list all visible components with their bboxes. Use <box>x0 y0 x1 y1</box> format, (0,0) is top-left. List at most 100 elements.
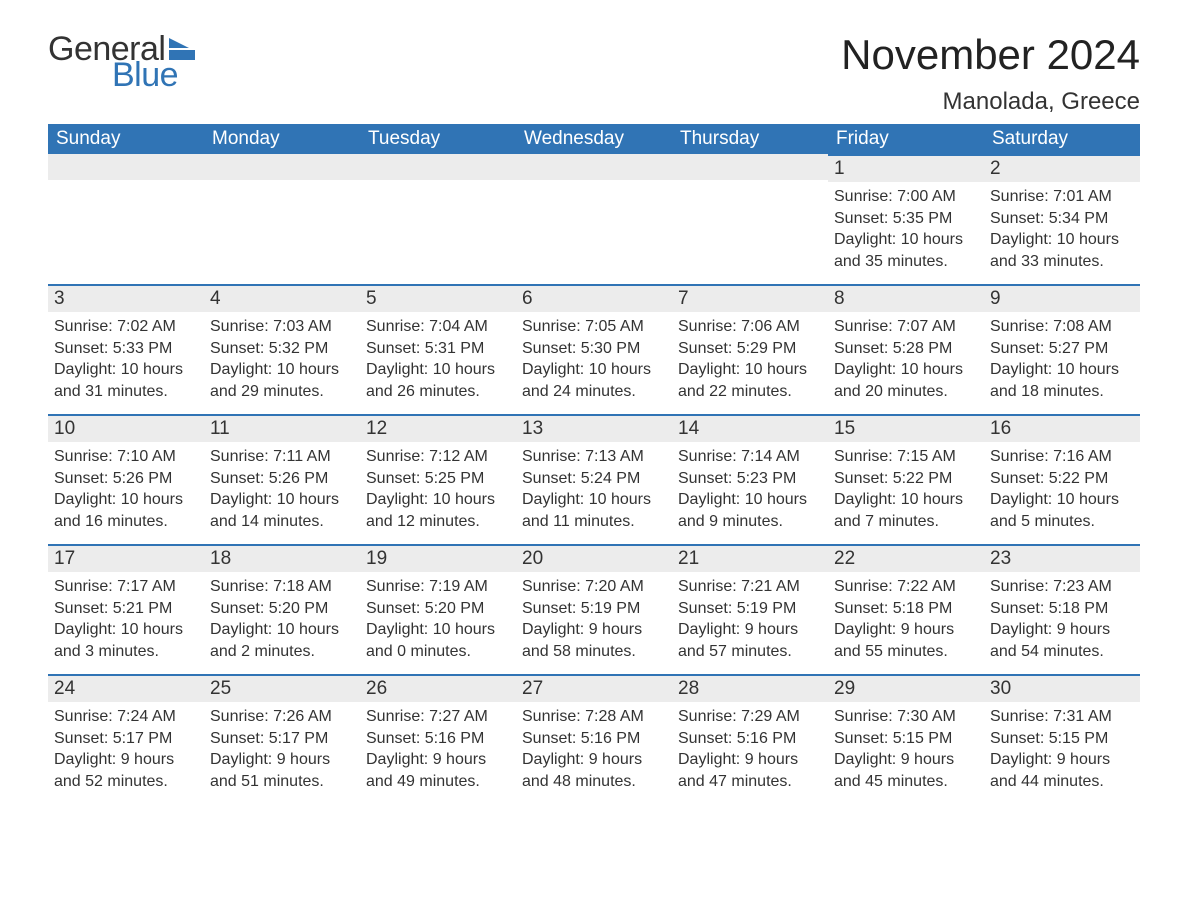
calendar-day: 2Sunrise: 7:01 AMSunset: 5:34 PMDaylight… <box>984 154 1140 284</box>
calendar-day: 1Sunrise: 7:00 AMSunset: 5:35 PMDaylight… <box>828 154 984 284</box>
daylight-line: Daylight: 10 hours and 31 minutes. <box>54 359 198 402</box>
sunrise-value: 7:27 AM <box>429 708 488 725</box>
sunset-value: 5:23 PM <box>737 470 797 487</box>
sunset-line: Sunset: 5:21 PM <box>54 598 198 620</box>
calendar-header-row: SundayMondayTuesdayWednesdayThursdayFrid… <box>48 124 1140 154</box>
sunrise-value: 7:04 AM <box>429 318 488 335</box>
day-cell: 6Sunrise: 7:05 AMSunset: 5:30 PMDaylight… <box>516 284 672 412</box>
sunrise-value: 7:08 AM <box>1053 318 1112 335</box>
day-details: Sunrise: 7:29 AMSunset: 5:16 PMDaylight:… <box>672 702 828 802</box>
sunrise-line: Sunrise: 7:24 AM <box>54 706 198 728</box>
day-cell: 10Sunrise: 7:10 AMSunset: 5:26 PMDayligh… <box>48 414 204 542</box>
day-details: Sunrise: 7:00 AMSunset: 5:35 PMDaylight:… <box>828 182 984 282</box>
calendar-day: 30Sunrise: 7:31 AMSunset: 5:15 PMDayligh… <box>984 674 1140 804</box>
day-number: 16 <box>984 416 1140 442</box>
daylight-line: Daylight: 10 hours and 24 minutes. <box>522 359 666 402</box>
sunrise-value: 7:23 AM <box>1053 578 1112 595</box>
calendar-day: 5Sunrise: 7:04 AMSunset: 5:31 PMDaylight… <box>360 284 516 414</box>
day-cell: 24Sunrise: 7:24 AMSunset: 5:17 PMDayligh… <box>48 674 204 802</box>
sunset-value: 5:16 PM <box>425 730 485 747</box>
sunrise-value: 7:16 AM <box>1053 448 1112 465</box>
day-details: Sunrise: 7:02 AMSunset: 5:33 PMDaylight:… <box>48 312 204 412</box>
day-header: Sunday <box>48 124 204 154</box>
day-number: 22 <box>828 546 984 572</box>
sunrise-value: 7:12 AM <box>429 448 488 465</box>
day-details: Sunrise: 7:27 AMSunset: 5:16 PMDaylight:… <box>360 702 516 802</box>
sunset-line: Sunset: 5:26 PM <box>54 468 198 490</box>
day-cell: 23Sunrise: 7:23 AMSunset: 5:18 PMDayligh… <box>984 544 1140 672</box>
daylight-line: Daylight: 10 hours and 20 minutes. <box>834 359 978 402</box>
calendar-day: 15Sunrise: 7:15 AMSunset: 5:22 PMDayligh… <box>828 414 984 544</box>
calendar-week: 10Sunrise: 7:10 AMSunset: 5:26 PMDayligh… <box>48 414 1140 544</box>
day-number: 23 <box>984 546 1140 572</box>
calendar-empty <box>48 154 204 284</box>
sunset-value: 5:15 PM <box>893 730 953 747</box>
calendar-day: 16 Sunrise: 7:16 AMSunset: 5:22 PMDayligh… <box>984 414 1140 544</box>
sunset-line: Sunset: 5:25 PM <box>366 468 510 490</box>
calendar-day: 4Sunrise: 7:03 AMSunset: 5:32 PMDaylight… <box>204 284 360 414</box>
day-details: Sunrise: 7:05 AMSunset: 5:30 PMDaylight:… <box>516 312 672 412</box>
sunrise-value: 7:29 AM <box>741 708 800 725</box>
daylight-line: Daylight: 9 hours and 58 minutes. <box>522 619 666 662</box>
sunrise-value: 7:30 AM <box>897 708 956 725</box>
sunrise-line: Sunrise: 7:10 AM <box>54 446 198 468</box>
sunrise-line: Sunrise: 7:28 AM <box>522 706 666 728</box>
sunset-line: Sunset: 5:35 PM <box>834 208 978 230</box>
sunset-line: Sunset: 5:22 PM <box>990 468 1134 490</box>
daylight-line: Daylight: 10 hours and 11 minutes. <box>522 489 666 532</box>
day-cell: 2Sunrise: 7:01 AMSunset: 5:34 PMDaylight… <box>984 154 1140 282</box>
daylight-line: Daylight: 10 hours and 12 minutes. <box>366 489 510 532</box>
day-details: Sunrise: 7:08 AMSunset: 5:27 PMDaylight:… <box>984 312 1140 412</box>
sunrise-line: Sunrise: 7:29 AM <box>678 706 822 728</box>
day-number: 8 <box>828 286 984 312</box>
sunrise-line: Sunrise: 7:16 AM <box>990 446 1134 468</box>
sunrise-value: 7:20 AM <box>585 578 644 595</box>
day-cell: 16 Sunrise: 7:16 AMSunset: 5:22 PMDayligh… <box>984 414 1140 542</box>
logo: General Blue <box>48 32 203 92</box>
sunset-value: 5:18 PM <box>1049 600 1109 617</box>
sunrise-line: Sunrise: 7:23 AM <box>990 576 1134 598</box>
day-number: 3 <box>48 286 204 312</box>
sunset-line: Sunset: 5:29 PM <box>678 338 822 360</box>
sunrise-line: Sunrise: 7:15 AM <box>834 446 978 468</box>
day-number: 18 <box>204 546 360 572</box>
sunset-line: Sunset: 5:32 PM <box>210 338 354 360</box>
daylight-line: Daylight: 10 hours and 33 minutes. <box>990 229 1134 272</box>
day-header: Saturday <box>984 124 1140 154</box>
day-number: 26 <box>360 676 516 702</box>
day-details: Sunrise: 7:19 AMSunset: 5:20 PMDaylight:… <box>360 572 516 672</box>
sunset-value: 5:26 PM <box>113 470 173 487</box>
day-details: Sunrise: 7:15 AMSunset: 5:22 PMDaylight:… <box>828 442 984 542</box>
sunrise-value: 7:22 AM <box>897 578 956 595</box>
day-cell: 26Sunrise: 7:27 AMSunset: 5:16 PMDayligh… <box>360 674 516 802</box>
day-number: 19 <box>360 546 516 572</box>
month-title: November 2024 <box>841 32 1140 78</box>
calendar-day: 9Sunrise: 7:08 AMSunset: 5:27 PMDaylight… <box>984 284 1140 414</box>
day-cell: 11Sunrise: 7:11 AMSunset: 5:26 PMDayligh… <box>204 414 360 542</box>
daylight-line: Daylight: 9 hours and 47 minutes. <box>678 749 822 792</box>
sunrise-line: Sunrise: 7:19 AM <box>366 576 510 598</box>
day-number: 30 <box>984 676 1140 702</box>
sunset-line: Sunset: 5:19 PM <box>678 598 822 620</box>
daylight-line: Daylight: 10 hours and 18 minutes. <box>990 359 1134 402</box>
daylight-line: Daylight: 10 hours and 2 minutes. <box>210 619 354 662</box>
sunset-value: 5:26 PM <box>269 470 329 487</box>
calendar-day: 8Sunrise: 7:07 AMSunset: 5:28 PMDaylight… <box>828 284 984 414</box>
daylight-line: Daylight: 10 hours and 5 minutes. <box>990 489 1134 532</box>
sunrise-value: 7:01 AM <box>1053 188 1112 205</box>
sunrise-value: 7:18 AM <box>273 578 332 595</box>
sunset-line: Sunset: 5:30 PM <box>522 338 666 360</box>
sunrise-value: 7:07 AM <box>897 318 956 335</box>
day-number: 5 <box>360 286 516 312</box>
sunset-value: 5:19 PM <box>581 600 641 617</box>
sunset-value: 5:25 PM <box>425 470 485 487</box>
day-number: 9 <box>984 286 1140 312</box>
day-details: Sunrise: 7:13 AMSunset: 5:24 PMDaylight:… <box>516 442 672 542</box>
sunrise-line: Sunrise: 7:04 AM <box>366 316 510 338</box>
day-details: Sunrise: 7:21 AMSunset: 5:19 PMDaylight:… <box>672 572 828 672</box>
calendar-day: 3Sunrise: 7:02 AMSunset: 5:33 PMDaylight… <box>48 284 204 414</box>
calendar-day: 24Sunrise: 7:24 AMSunset: 5:17 PMDayligh… <box>48 674 204 804</box>
day-details: Sunrise: 7:10 AMSunset: 5:26 PMDaylight:… <box>48 442 204 542</box>
header: General Blue November 2024 Manolada, Gre… <box>48 32 1140 116</box>
day-details: Sunrise: 7:06 AMSunset: 5:29 PMDaylight:… <box>672 312 828 412</box>
